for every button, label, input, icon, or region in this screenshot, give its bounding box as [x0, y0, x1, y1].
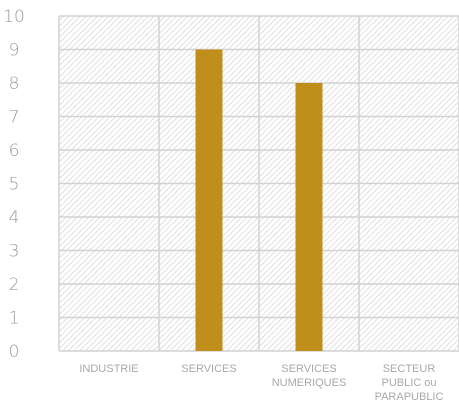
- x-tick-label-1-line-1: INDUSTRIE: [79, 363, 138, 375]
- bars: [195, 49, 323, 351]
- y-tick-label-3: 3: [9, 242, 20, 262]
- bar-2: [195, 49, 223, 351]
- y-axis-tick-labels: 0 1 2 3 4 5 6 7 8 9 10: [3, 7, 25, 362]
- x-tick-label-4-line-3: PARAPUBLIC: [375, 391, 444, 403]
- x-tick-label-2-line-1: SERVICES: [181, 363, 236, 375]
- x-tick-label-4-line-1: SECTEUR: [383, 363, 436, 375]
- y-tick-label-1: 1: [9, 309, 20, 329]
- x-axis-tick-labels: INDUSTRIE SERVICES SERVICES NUMERIQUES SECTE…: [79, 363, 443, 403]
- y-tick-label-4: 4: [9, 208, 20, 228]
- x-tick-label-3-line-2: NUMERIQUES: [272, 377, 347, 389]
- y-tick-label-8: 8: [9, 74, 20, 94]
- y-tick-label-5: 5: [9, 175, 20, 195]
- y-tick-label-7: 7: [9, 108, 20, 128]
- x-tick-label-3-line-1: SERVICES: [281, 363, 336, 375]
- grid-lines: [58, 15, 459, 352]
- y-tick-label-10: 10: [3, 7, 25, 27]
- y-tick-label-0: 0: [9, 342, 20, 362]
- y-tick-label-2: 2: [9, 275, 20, 295]
- bar-3: [295, 83, 323, 351]
- y-tick-label-6: 6: [9, 141, 20, 161]
- x-tick-label-4-line-2: PUBLIC ou: [381, 377, 436, 389]
- y-tick-label-9: 9: [9, 41, 20, 61]
